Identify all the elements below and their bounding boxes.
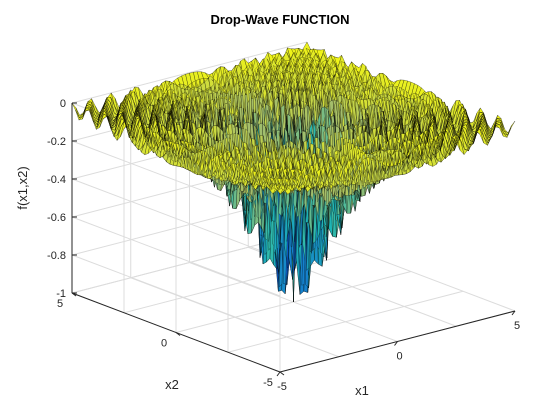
surface-patch [507, 120, 516, 136]
x-tick-mark [276, 371, 281, 377]
tick-labels: -1 -0.8 -0.6 -0.4 -0.2 0 -5 0 5 -5 0 5 [47, 98, 520, 393]
y-tick-mark [71, 292, 77, 297]
x-tick-mark [511, 310, 516, 316]
axis-layer [71, 102, 516, 377]
z-tick-label: -1 [56, 288, 66, 300]
y-tick-label: -5 [263, 377, 273, 389]
floor-gridline-y [123, 251, 360, 314]
x-tick-label: 5 [514, 320, 520, 332]
surface-plot [71, 41, 516, 303]
x-tick-mark [394, 341, 398, 346]
y-tick-mark [175, 332, 181, 336]
z-tick-label: -0.2 [47, 136, 66, 148]
floor-gridline-y [227, 290, 464, 353]
chart-title: Drop-Wave FUNCTION [211, 12, 350, 27]
x-axis-label: x1 [355, 383, 369, 398]
x-tick-label: -5 [277, 381, 287, 393]
y-tick-label: 5 [57, 298, 63, 310]
x-tick-label: 0 [396, 351, 402, 363]
z-tick-label: -0.8 [47, 250, 66, 262]
z-tick-label: 0 [60, 98, 66, 110]
y-axis-label: x2 [165, 377, 179, 392]
y-tick-label: 0 [161, 338, 167, 350]
z-tick-label: -0.6 [47, 212, 66, 224]
z-tick-label: -0.4 [47, 174, 66, 186]
z-axis-label: f(x1,x2) [15, 166, 30, 209]
y-tick-mark [279, 371, 285, 376]
